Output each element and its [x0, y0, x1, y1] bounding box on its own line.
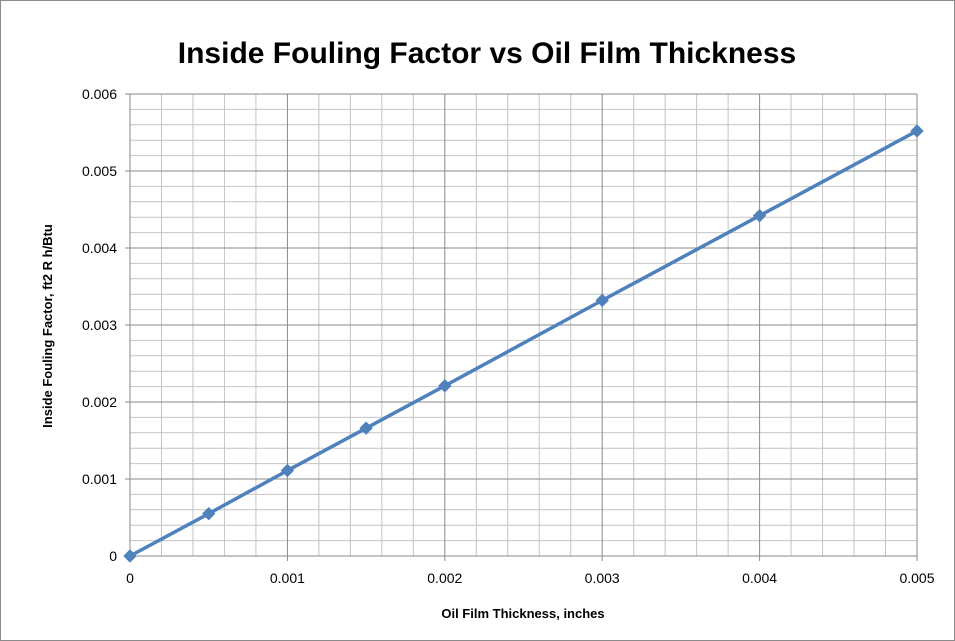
x-tick-label: 0.003	[585, 570, 620, 586]
y-axis-title: Inside Fouling Factor, ft2 R h/Btu	[40, 224, 55, 428]
data-point-marker	[201, 506, 216, 521]
x-tick-labels: 0 0.001 0.002 0.003 0.004 0.005	[126, 570, 935, 586]
y-tick-label: 0.006	[82, 86, 117, 102]
y-tick-label: 0.002	[82, 394, 117, 410]
x-tick-label: 0.005	[899, 570, 934, 586]
data-point-marker	[910, 124, 924, 138]
y-tick-label: 0	[109, 548, 117, 564]
x-tick-label: 0.004	[742, 570, 777, 586]
y-tick-label: 0.004	[82, 240, 117, 256]
data-point-marker	[595, 293, 609, 308]
series-group	[123, 124, 924, 563]
data-point-marker	[359, 421, 373, 435]
data-point-marker	[123, 549, 137, 563]
series-line	[128, 129, 919, 558]
data-point-marker	[752, 208, 767, 223]
chart-title: Inside Fouling Factor vs Oil Film Thickn…	[178, 37, 796, 70]
y-tick-label: 0.003	[82, 317, 117, 333]
x-tick-label: 0.002	[427, 570, 462, 586]
axes	[125, 93, 918, 561]
y-tick-labels: 0 0.001 0.002 0.003 0.004 0.005 0.006	[82, 86, 117, 564]
data-point-marker	[280, 463, 295, 478]
x-axis-title: Oil Film Thickness, inches	[441, 606, 604, 621]
y-tick-label: 0.005	[82, 163, 117, 179]
data-point-marker	[438, 379, 452, 393]
y-tick-label: 0.001	[82, 471, 117, 487]
major-grid	[129, 93, 918, 557]
x-tick-label: 0.001	[270, 570, 305, 586]
x-tick-label: 0	[126, 570, 134, 586]
